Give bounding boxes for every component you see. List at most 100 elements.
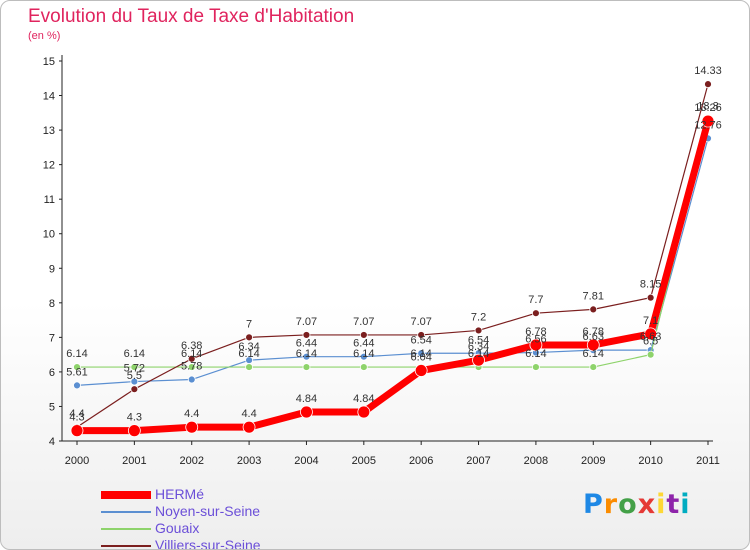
- data-label-villiers-sur-seine: 7: [246, 318, 252, 330]
- data-point-villiers-sur-seine: [245, 333, 253, 342]
- x-tick-label: 2003: [237, 455, 261, 467]
- data-point-villiers-sur-seine: [359, 331, 368, 339]
- data-point-noyen-sur-seine: [417, 349, 426, 358]
- data-point-herm: [357, 405, 371, 419]
- data-point-herm: [472, 353, 485, 367]
- data-label-villiers-sur-seine: 7.07: [353, 316, 374, 328]
- y-tick-label: 4: [49, 436, 55, 448]
- data-label-noyen-sur-seine: 6.34: [238, 341, 259, 353]
- x-tick-label: 2011: [696, 455, 720, 467]
- data-point-noyen-sur-seine: [187, 375, 196, 384]
- logo-letter: P: [583, 489, 604, 520]
- y-tick-label: 6: [49, 367, 55, 379]
- data-point-villiers-sur-seine: [532, 309, 540, 318]
- data-label-noyen-sur-seine: 6.63: [640, 331, 661, 343]
- y-tick-label: 15: [43, 56, 55, 68]
- data-label-herm: 13.26: [694, 102, 722, 114]
- data-point-herm: [242, 420, 256, 434]
- data-point-herm: [529, 338, 543, 352]
- x-tick-label: 2002: [179, 455, 203, 467]
- data-point-noyen-sur-seine: [359, 352, 368, 361]
- data-label-noyen-sur-seine: 6.44: [353, 338, 374, 350]
- logo-letter: t: [666, 489, 681, 520]
- y-tick-label: 12: [43, 160, 55, 172]
- data-label-herm: 4.4: [241, 408, 256, 420]
- y-tick-label: 8: [49, 298, 55, 310]
- data-point-herm: [644, 327, 658, 341]
- data-label-herm: 6.34: [468, 341, 489, 353]
- data-point-herm: [70, 424, 84, 438]
- legend-item: Villiers-sur-Seine: [101, 537, 261, 550]
- legend-label: Gouaix: [155, 520, 200, 536]
- data-label-noyen-sur-seine: 5.78: [181, 361, 202, 373]
- data-label-villiers-sur-seine: 14.33: [694, 65, 722, 77]
- logo-letter: i: [680, 489, 691, 520]
- data-point-herm: [414, 364, 428, 377]
- data-label-herm: 4.3: [69, 412, 84, 424]
- series-line-villiers-sur-seine: [76, 83, 709, 428]
- y-tick-label: 11: [44, 194, 55, 206]
- data-point-gouaix: [359, 363, 368, 371]
- data-label-villiers-sur-seine: 4.4: [69, 408, 84, 420]
- legend-swatch: [101, 545, 151, 548]
- data-label-gouaix: 6.14: [410, 348, 431, 360]
- data-point-villiers-sur-seine: [302, 331, 311, 339]
- x-tick-label: 2009: [581, 455, 605, 467]
- data-label-gouaix: 6.14: [124, 348, 145, 360]
- logo-letter: i: [656, 489, 667, 520]
- x-tick-label: 2006: [409, 455, 433, 467]
- legend-item: Noyen-sur-Seine: [101, 503, 261, 520]
- legend-swatch: [101, 528, 151, 531]
- data-label-villiers-sur-seine: 7.2: [471, 311, 486, 323]
- data-point-gouaix: [532, 363, 540, 371]
- data-label-villiers-sur-seine: 7.07: [410, 316, 431, 328]
- legend-swatch: [101, 491, 151, 500]
- data-point-villiers-sur-seine: [589, 305, 598, 314]
- data-point-herm: [127, 424, 141, 438]
- data-point-noyen-sur-seine: [73, 381, 81, 390]
- data-label-herm: 4.84: [296, 393, 317, 405]
- legend-label: Noyen-sur-Seine: [155, 503, 261, 519]
- data-label-gouaix: 6.14: [583, 348, 604, 360]
- x-tick-label: 2001: [122, 455, 146, 467]
- data-label-gouaix: 6.14: [66, 348, 87, 360]
- legend-label: HERMé: [155, 486, 205, 502]
- data-label-noyen-sur-seine: 6.44: [296, 338, 317, 350]
- data-label-gouaix: 6.14: [353, 348, 374, 360]
- data-label-villiers-sur-seine: 6.38: [181, 340, 202, 352]
- x-tick-label: 2007: [466, 455, 490, 467]
- legend: HERMé Noyen-sur-Seine Gouaix Villiers-sur-S…: [101, 486, 261, 550]
- data-point-villiers-sur-seine: [417, 331, 426, 339]
- data-label-noyen-sur-seine: 6.56: [525, 334, 546, 346]
- y-tick-label: 10: [43, 229, 55, 241]
- data-label-herm: 6.04: [410, 352, 431, 364]
- data-label-noyen-sur-seine: 6.54: [410, 334, 431, 346]
- data-point-herm: [300, 405, 313, 419]
- y-tick-label: 5: [49, 401, 55, 413]
- data-label-herm: 6.78: [583, 326, 604, 338]
- data-label-herm: 6.78: [525, 326, 546, 338]
- data-label-gouaix: 6.14: [238, 348, 259, 360]
- series-line-herm: [77, 120, 712, 435]
- chart-title: Evolution du Taux de Taxe d'Habitation: [28, 6, 355, 27]
- data-label-gouaix: 6.14: [525, 348, 546, 360]
- data-point-villiers-sur-seine: [187, 354, 196, 363]
- data-point-villiers-sur-seine: [646, 293, 655, 302]
- data-label-gouaix: 6.14: [296, 348, 317, 360]
- data-label-noyen-sur-seine: 5.72: [124, 363, 145, 375]
- data-label-herm: 4.4: [184, 408, 199, 420]
- logo-letter: x: [637, 489, 657, 520]
- data-label-villiers-sur-seine: 7.81: [583, 290, 604, 302]
- logo-letter: o: [618, 489, 638, 520]
- data-label-villiers-sur-seine: 5.5: [127, 370, 142, 382]
- data-point-gouaix: [130, 363, 139, 371]
- data-point-herm: [185, 420, 199, 434]
- data-label-noyen-sur-seine: 6.54: [468, 334, 489, 346]
- x-tick-label: 2008: [524, 455, 548, 467]
- data-label-herm: 4.84: [353, 393, 374, 405]
- data-point-noyen-sur-seine: [130, 377, 139, 386]
- legend-label: Villiers-sur-Seine: [155, 537, 261, 550]
- chart-unit-label: (en %): [28, 30, 61, 42]
